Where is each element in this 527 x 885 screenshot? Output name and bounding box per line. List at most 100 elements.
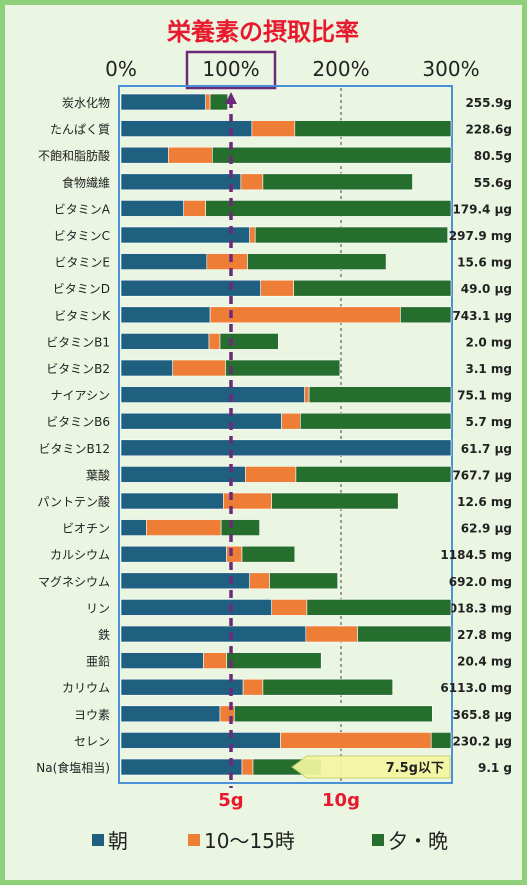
category-label: 炭水化物 <box>62 96 110 110</box>
amount-label: 3.1 mg <box>465 362 512 376</box>
category-label: 食物繊維 <box>62 175 110 190</box>
amount-label: 3018.3 mg <box>440 601 512 615</box>
bar-segment <box>209 306 401 324</box>
bar-segment <box>120 678 244 696</box>
bar-segment <box>249 226 256 244</box>
highlight-box <box>185 50 277 90</box>
bar-segment <box>305 625 358 643</box>
bar-segment <box>120 253 208 270</box>
category-label: ビタミンE <box>54 256 110 270</box>
category-label: カリウム <box>62 681 110 695</box>
bar-segment <box>120 173 242 191</box>
salt-scale-10g: 10g <box>322 790 360 811</box>
category-label: マグネシウム <box>38 575 110 589</box>
bar-segment <box>120 545 227 563</box>
category-label: ビタミンA <box>54 202 111 216</box>
category-label: カルシウム <box>50 548 110 562</box>
bar-segment <box>205 200 452 217</box>
salt-bar-segment <box>120 758 243 776</box>
bar-segment <box>120 625 307 643</box>
x-tick-label: 0% <box>105 57 137 81</box>
amount-label: 55.6g <box>474 176 512 190</box>
bar-segment <box>225 359 341 377</box>
bar-segment <box>234 705 433 723</box>
bar-segment <box>254 226 448 244</box>
category-label: セレン <box>74 734 110 748</box>
bar-segment <box>306 599 452 616</box>
bar-segment <box>203 652 227 669</box>
bar-segment <box>293 279 452 297</box>
chart-title: 栄養素の摂取比率 <box>166 18 359 46</box>
amount-label: 9.1 g <box>478 761 512 775</box>
amount-label: 767.7 μg <box>452 468 512 482</box>
chart-frame: 栄養素の摂取比率 0% 100% 200% 300% 炭水化物 255.9g たんぱく質 228… <box>5 5 522 880</box>
amount-label: 255.9g <box>465 96 512 110</box>
amount-label: 61.7 μg <box>461 442 512 456</box>
legend-swatch <box>372 834 384 846</box>
bar-segment <box>120 93 206 111</box>
legend-label: 夕・晩 <box>388 829 448 853</box>
bar-segment <box>120 599 272 616</box>
category-label: 鉄 <box>98 627 110 642</box>
bar-segment <box>262 173 413 191</box>
bar-segment <box>262 678 393 696</box>
bar-segment <box>299 412 452 430</box>
amount-label: 75.1 mg <box>457 389 512 403</box>
bar-segment <box>247 253 387 270</box>
bar-segment <box>120 386 305 403</box>
bar-segment <box>120 359 174 377</box>
bar-segment <box>294 120 452 137</box>
amount-label: 2.0 mg <box>465 335 512 349</box>
category-label: ビタミンB2 <box>46 362 110 376</box>
x-tick-label: 200% <box>312 57 369 81</box>
amount-label: 27.8 mg <box>457 628 512 642</box>
category-label: 亜鉛 <box>86 655 110 669</box>
amount-label: 230.2 μg <box>452 734 512 748</box>
amount-label: 297.9 mg <box>449 229 512 243</box>
bar-segment <box>120 306 211 324</box>
category-label: 不飽和脂肪酸 <box>38 148 110 163</box>
bar-segment <box>400 306 452 324</box>
salt-target-arrow <box>291 755 451 779</box>
amount-label: 5179.4 μg <box>444 202 512 216</box>
bar-segment <box>308 386 452 403</box>
legend-label: 朝 <box>108 829 128 853</box>
salt-target-label: 7.5g以下 <box>386 761 444 776</box>
amount-label: 80.5g <box>474 149 512 163</box>
bar-segment <box>245 466 297 483</box>
category-label: パントテン酸 <box>37 494 110 509</box>
legend-swatch <box>92 834 104 846</box>
amount-label: 12.6 mg <box>457 495 512 509</box>
bar-segment <box>208 333 221 350</box>
amount-label: 228.6g <box>465 123 512 137</box>
category-label: ヨウ素 <box>74 708 110 722</box>
bar-segment <box>120 279 261 297</box>
reference-arrow-head <box>225 92 237 104</box>
bar-segment <box>168 146 213 164</box>
bar-segment <box>251 120 296 137</box>
bar-segment <box>183 200 206 217</box>
legend-label: 10〜15時 <box>204 829 295 853</box>
bar-segment <box>120 333 210 350</box>
bar-segment <box>120 705 221 723</box>
category-label: ビタミンK <box>54 309 111 323</box>
bar-segment <box>241 545 296 563</box>
bar-segment <box>281 412 301 430</box>
legend-swatch <box>188 834 200 846</box>
bar-segment <box>240 173 264 191</box>
bar-segment <box>226 545 243 563</box>
category-label: ビオチン <box>62 522 110 536</box>
bar-segment <box>120 412 282 430</box>
category-label: 葉酸 <box>86 467 110 482</box>
bar-segment <box>120 200 185 217</box>
amount-label: 62.9 μg <box>461 522 512 536</box>
category-label: ビタミンB12 <box>38 442 110 456</box>
category-label: ナイアシン <box>50 389 110 403</box>
bar-segment <box>212 146 452 164</box>
amount-label: 5.7 mg <box>465 415 512 429</box>
category-label: リン <box>86 601 110 615</box>
bar-segment <box>205 93 211 111</box>
bar-segment <box>304 386 310 403</box>
bar-segment <box>242 678 264 696</box>
bar-segment <box>249 572 270 590</box>
